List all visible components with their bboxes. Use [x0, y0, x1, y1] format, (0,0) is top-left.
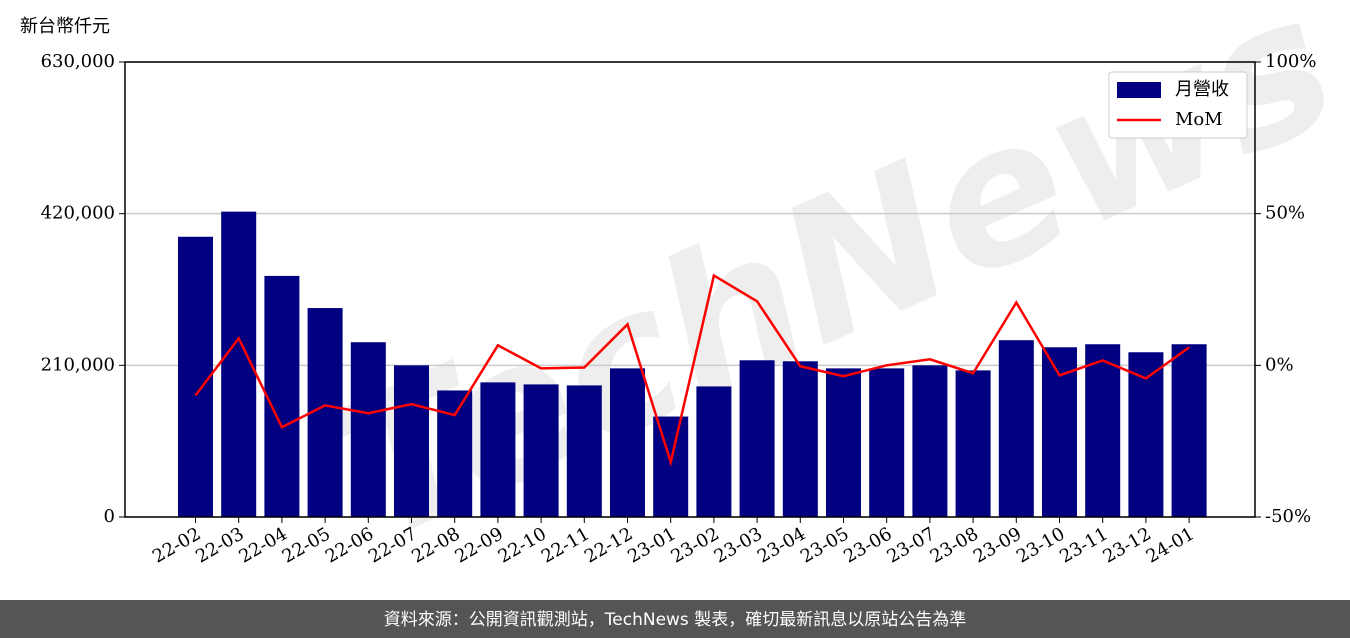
x-tick-label: 23-06	[840, 523, 895, 567]
y2-tick-label: 100%	[1265, 51, 1316, 72]
bar	[1042, 347, 1077, 517]
x-tick-label: 23-03	[711, 523, 766, 567]
bar	[912, 365, 948, 517]
bar	[955, 370, 991, 517]
y-tick-label: 420,000	[41, 203, 115, 224]
y-tick-label: 630,000	[41, 51, 115, 72]
bar	[566, 385, 602, 517]
bar	[998, 340, 1034, 517]
x-tick-label: 22-06	[322, 523, 377, 567]
y-tick-label: 0	[104, 506, 115, 527]
bar	[739, 360, 775, 517]
x-tick-label: 23-09	[970, 523, 1025, 567]
line	[194, 273, 1190, 467]
x-tick-label: 22-03	[192, 523, 247, 567]
x-tick-label: 22-12	[581, 523, 636, 567]
bar	[264, 275, 300, 517]
x-tick-label: 22-04	[235, 523, 290, 567]
y-tick-label: 210,000	[41, 354, 115, 375]
bar	[653, 416, 689, 517]
bar	[178, 236, 213, 517]
bar	[1085, 344, 1121, 517]
bar	[610, 368, 645, 517]
x-tick-label: 23-01	[624, 523, 679, 567]
x-tick-label: 23-08	[927, 523, 982, 567]
y-axis-label: 新台幣仟元	[20, 16, 110, 37]
y2-tick-label: 0%	[1265, 354, 1294, 375]
x-tick-label: 23-04	[754, 523, 809, 567]
x-tick-label: 22-05	[279, 523, 334, 567]
bar	[480, 382, 516, 517]
x-tick-label: 23-05	[797, 523, 852, 567]
x-tick-label: 24-01	[1143, 523, 1198, 567]
bar	[437, 390, 473, 517]
x-tick-label: 22-11	[538, 523, 593, 567]
legend-label: MoM	[1175, 109, 1223, 130]
x-tick-label: 23-12	[1099, 523, 1154, 567]
bar	[523, 384, 559, 517]
x-tick-label: 22-02	[149, 523, 204, 567]
bar	[782, 361, 818, 517]
bar	[696, 386, 732, 517]
footer: 資料來源：公開資訊觀測站，TechNews 製表，確切最新訊息以原站公告為準	[384, 610, 966, 630]
footer-band	[0, 600, 1350, 638]
bar	[826, 368, 861, 517]
x-tick-label: 23-11	[1056, 523, 1111, 567]
bar	[350, 342, 386, 517]
x-tick-label: 23-02	[667, 523, 722, 567]
legend-label: 月營收	[1175, 79, 1229, 100]
plot-frame	[124, 61, 1256, 518]
bar	[394, 365, 429, 517]
x-tick-label: 23-10	[1013, 523, 1068, 567]
bar	[869, 368, 905, 517]
y2-tick-label: -50%	[1265, 506, 1311, 527]
y2-tick-label: 50%	[1265, 203, 1305, 224]
x-tick-label: 23-07	[883, 523, 938, 567]
bar	[1171, 344, 1207, 517]
legend-swatch	[1117, 82, 1161, 98]
